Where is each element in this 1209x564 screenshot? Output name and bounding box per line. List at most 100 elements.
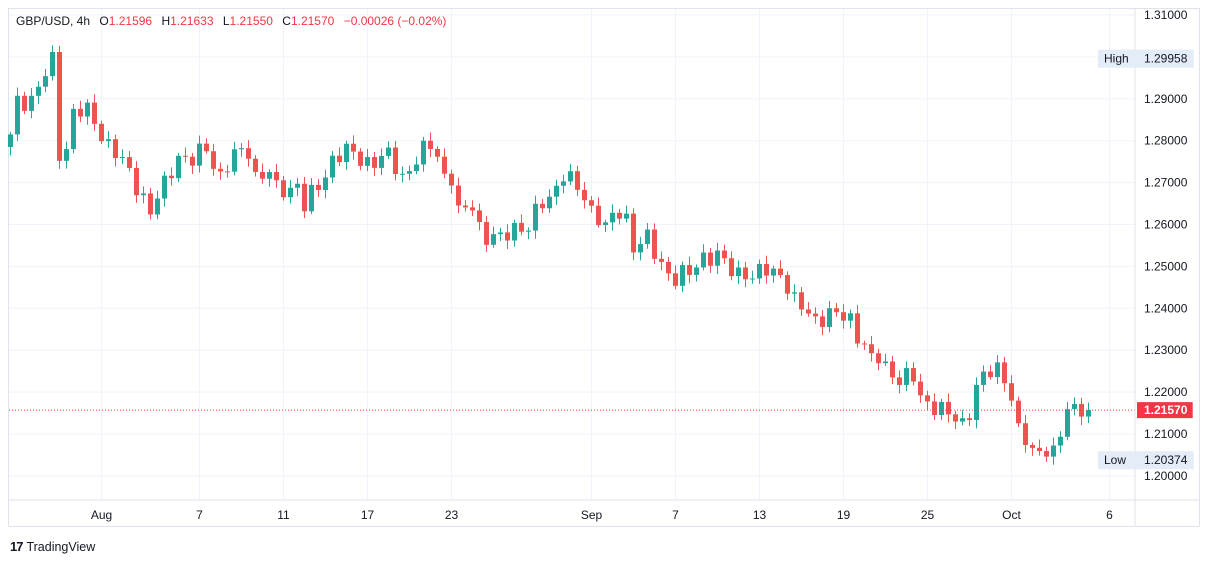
candle-up xyxy=(400,166,405,183)
candle-up xyxy=(491,226,496,248)
candle-down xyxy=(225,165,230,178)
candle-body xyxy=(1037,447,1042,452)
candle-down xyxy=(246,140,251,167)
candle-up xyxy=(757,259,762,284)
candle-body xyxy=(806,309,811,314)
candle-up xyxy=(64,141,69,169)
candle-down xyxy=(358,148,363,171)
candle-body xyxy=(575,171,580,190)
candle-up xyxy=(694,264,699,282)
candle-body xyxy=(687,265,692,275)
candle-down xyxy=(589,196,594,213)
candle-body xyxy=(512,222,517,241)
candle-body xyxy=(92,102,97,124)
candle-down xyxy=(722,244,727,264)
candle-body xyxy=(911,368,916,382)
grid xyxy=(9,9,1135,500)
candle-body xyxy=(1030,444,1035,448)
candle-up xyxy=(603,219,608,232)
candle-up xyxy=(365,148,370,172)
candle-body xyxy=(876,353,881,364)
candle-body xyxy=(295,183,300,188)
legend-close-label: C xyxy=(282,14,291,28)
candle-down xyxy=(708,247,713,273)
candle-body xyxy=(589,200,594,206)
candle-down xyxy=(1030,442,1035,456)
candle-down xyxy=(337,147,342,167)
candle-up xyxy=(771,265,776,283)
candle-down xyxy=(897,370,902,394)
candle-body xyxy=(309,184,314,212)
candle-down xyxy=(57,45,62,169)
candle-down xyxy=(540,199,545,214)
candle-body xyxy=(554,185,559,197)
candle-up xyxy=(512,219,517,247)
candle-up xyxy=(421,136,426,172)
y-tick-label: 1.27000 xyxy=(1144,176,1188,190)
candle-down xyxy=(988,364,993,380)
candle-down xyxy=(1009,375,1014,407)
candle-body xyxy=(1079,403,1084,417)
x-tick-label: Oct xyxy=(1002,508,1021,522)
candle-body xyxy=(267,172,272,179)
candle-body xyxy=(540,203,545,209)
tradingview-logo-icon: 17 xyxy=(10,539,24,554)
candle-body xyxy=(407,171,412,174)
candle-body xyxy=(134,167,139,196)
legend-open-value: 1.21596 xyxy=(108,14,153,28)
candle-down xyxy=(785,271,790,301)
legend-change: −0.00026 (−0.02%) xyxy=(343,14,447,28)
candle-body xyxy=(435,148,440,157)
candle-up xyxy=(638,236,643,261)
candle-down xyxy=(1079,397,1084,425)
candle-body xyxy=(190,156,195,166)
candle-down xyxy=(127,151,132,172)
candle-up xyxy=(533,195,538,239)
candle-down xyxy=(253,155,258,177)
tradingview-footer[interactable]: 17 TradingView xyxy=(10,539,95,554)
candle-down xyxy=(778,260,783,279)
candle-body xyxy=(757,263,762,279)
candle-body xyxy=(477,210,482,223)
candle-body xyxy=(162,175,167,199)
candle-body xyxy=(169,175,174,179)
candle-body xyxy=(750,278,755,280)
candle-body xyxy=(946,401,951,415)
candle-body xyxy=(414,164,419,172)
candle-down xyxy=(911,362,916,386)
candle-up xyxy=(561,174,566,194)
candle-body xyxy=(351,143,356,152)
candle-body xyxy=(897,377,902,385)
candle-body xyxy=(694,267,699,275)
candle-body xyxy=(316,184,321,191)
candle-body xyxy=(281,180,286,198)
candle-down xyxy=(652,223,657,264)
candle-body xyxy=(1051,445,1056,457)
candle-body xyxy=(862,343,867,345)
candle-down xyxy=(820,310,825,336)
candle-down xyxy=(743,261,748,288)
candle-down xyxy=(673,265,678,290)
candle-up xyxy=(309,178,314,215)
candle-body xyxy=(855,313,860,344)
candle-body xyxy=(617,212,622,219)
x-axis: Aug 7 11 17 23 Sep 7 13 19 25 Oct 6 xyxy=(9,9,1199,526)
candle-body xyxy=(981,371,986,385)
candle-body xyxy=(232,149,237,172)
legend-symbol: GBP/USD, 4h xyxy=(16,14,91,28)
candle-up xyxy=(43,68,48,93)
candle-body xyxy=(183,155,188,157)
candle-body xyxy=(659,258,664,262)
candle-body xyxy=(113,139,118,159)
candle-down xyxy=(813,307,818,324)
candle-body xyxy=(848,313,853,321)
candle-body xyxy=(50,52,55,77)
x-tick-label: 6 xyxy=(1106,508,1113,522)
candle-body xyxy=(967,418,972,421)
candle-body xyxy=(225,171,230,173)
candle-body xyxy=(400,173,405,175)
candle-down xyxy=(659,251,664,271)
low-marker: Low 1.20374 xyxy=(1098,451,1194,470)
candle-up xyxy=(323,169,328,199)
